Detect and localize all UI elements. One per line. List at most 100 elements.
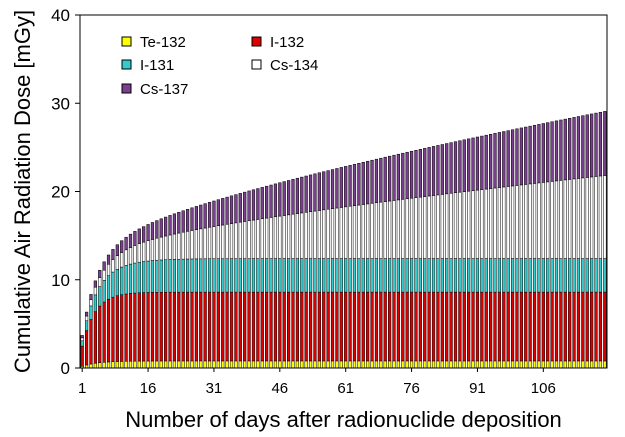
bar-i-132-day-21 [168, 291, 172, 362]
bar-te-132-day-55 [317, 360, 321, 369]
bar-i-132-day-104 [532, 291, 537, 362]
bar-i-131-day-56 [322, 258, 326, 293]
bar-i-131-day-24 [181, 258, 185, 293]
bar-cs-137-day-41 [256, 188, 260, 220]
x-axis-label: Number of days after radionuclide deposi… [125, 407, 562, 432]
bar-i-132-day-25 [185, 291, 190, 362]
bar-te-132-day-74 [401, 360, 405, 369]
bar-i-132-day-83 [440, 291, 444, 362]
bar-i-132-day-99 [510, 291, 515, 362]
bar-cs-137-day-46 [278, 182, 282, 217]
legend-label-i-131: I-131 [140, 57, 174, 74]
bar-te-132-day-8 [111, 361, 115, 369]
y-tick-label: 30 [51, 94, 70, 113]
bar-i-132-day-98 [506, 291, 510, 362]
bar-i-131-day-5 [98, 286, 102, 307]
bar-i-131-day-74 [401, 258, 405, 293]
bar-i-131-day-53 [308, 258, 313, 293]
bar-i-131-day-4 [93, 294, 97, 312]
bar-i-132-day-9 [115, 295, 119, 362]
bar-cs-134-day-19 [159, 236, 163, 261]
bar-te-132-day-47 [282, 360, 286, 369]
bar-cs-137-day-54 [313, 173, 317, 212]
bar-i-131-day-98 [506, 258, 510, 293]
bar-i-132-day-39 [247, 291, 251, 362]
bar-cs-137-day-15 [142, 226, 146, 243]
bar-te-132-day-22 [172, 360, 177, 369]
bar-cs-137-day-38 [243, 191, 247, 222]
bar-i-131-day-50 [295, 258, 299, 293]
legend-swatch-te-132 [121, 36, 132, 47]
bar-cs-134-day-94 [489, 188, 493, 259]
bar-i-132-day-47 [282, 291, 286, 362]
bar-i-131-day-68 [374, 258, 379, 293]
bar-cs-137-day-100 [515, 128, 519, 186]
bar-i-132-day-40 [251, 291, 256, 362]
bar-i-131-day-34 [225, 258, 229, 293]
bar-cs-134-day-118 [594, 176, 598, 259]
bar-i-131-day-30 [207, 258, 212, 293]
bar-i-132-day-38 [243, 291, 247, 362]
bar-i-131-day-55 [317, 258, 321, 293]
bar-cs-137-day-53 [308, 174, 313, 212]
bar-i-132-day-10 [120, 294, 124, 362]
bar-cs-134-day-114 [576, 178, 581, 259]
x-tick-label: 76 [403, 380, 420, 397]
bar-te-132-day-96 [497, 360, 502, 369]
bar-te-132-day-90 [471, 360, 475, 369]
bar-cs-137-day-50 [295, 177, 299, 214]
bar-te-132-day-83 [440, 360, 444, 369]
bar-i-131-day-72 [392, 258, 396, 293]
bar-cs-137-day-17 [150, 222, 155, 240]
bar-i-132-day-72 [392, 291, 396, 362]
bar-te-132-day-16 [146, 360, 150, 369]
bar-i-132-day-29 [203, 291, 207, 362]
bar-cs-134-day-83 [440, 194, 444, 259]
bar-cs-134-day-104 [532, 183, 537, 259]
bar-i-132-day-11 [124, 293, 128, 362]
bar-cs-137-day-112 [568, 117, 572, 180]
bar-cs-137-day-101 [519, 127, 523, 186]
bar-cs-137-day-75 [405, 151, 409, 200]
bar-te-132-day-39 [247, 360, 251, 369]
bar-i-132-day-60 [339, 291, 343, 362]
bar-i-132-day-4 [93, 311, 97, 364]
bar-te-132-day-45 [273, 360, 278, 369]
bar-i-131-day-106 [541, 258, 545, 293]
bar-cs-137-day-87 [458, 140, 462, 193]
bar-cs-137-day-64 [357, 163, 361, 206]
bar-cs-137-day-96 [497, 132, 502, 188]
bar-i-131-day-103 [528, 258, 532, 293]
bar-cs-137-day-27 [194, 206, 198, 230]
x-tick-label: 1 [78, 380, 86, 397]
bar-cs-134-day-76 [409, 197, 414, 259]
bar-cs-137-day-43 [265, 185, 269, 219]
bar-i-131-day-58 [330, 258, 335, 293]
bar-i-132-day-93 [484, 291, 488, 362]
bar-cs-134-day-20 [164, 235, 168, 260]
bar-cs-137-day-118 [594, 112, 598, 177]
bar-cs-134-day-23 [177, 232, 181, 260]
bar-cs-134-day-106 [541, 182, 545, 259]
bar-cs-134-day-17 [150, 239, 155, 261]
bar-i-132-day-85 [449, 291, 453, 362]
bar-i-131-day-27 [194, 258, 198, 293]
bar-cs-137-day-3 [89, 294, 93, 300]
bar-i-131-day-32 [216, 258, 220, 293]
bar-i-132-day-57 [326, 291, 330, 362]
bar-i-131-day-113 [572, 258, 576, 293]
bar-i-132-day-3 [89, 319, 93, 365]
bar-cs-137-day-45 [273, 183, 278, 218]
bar-te-132-day-98 [506, 360, 510, 369]
bar-cs-134-day-89 [467, 190, 471, 259]
bar-cs-137-day-55 [317, 172, 321, 211]
bar-i-132-day-7 [106, 298, 111, 363]
bar-te-132-day-52 [304, 360, 308, 369]
bar-cs-134-day-82 [436, 194, 440, 259]
legend-swatch-i-131 [121, 59, 132, 70]
bar-cs-137-day-95 [493, 133, 497, 189]
bar-series-group [80, 111, 607, 369]
y-tick-label: 0 [61, 359, 70, 378]
bar-i-132-day-36 [234, 291, 238, 362]
bar-i-132-day-113 [572, 291, 576, 362]
